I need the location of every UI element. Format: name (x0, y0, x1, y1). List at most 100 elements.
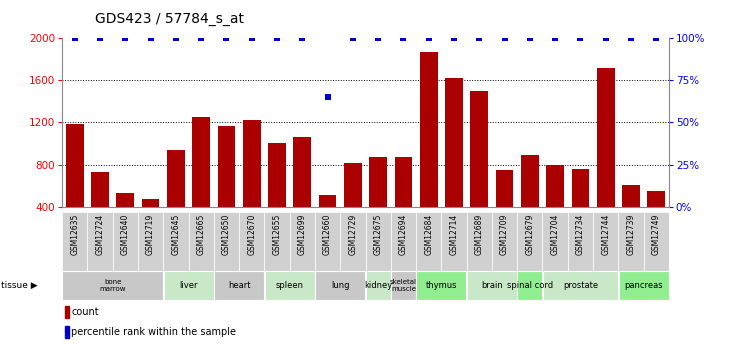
Bar (213, 212, 239, 271)
Bar (622, 185, 640, 249)
Text: GSM12744: GSM12744 (601, 213, 610, 255)
Text: GSM12679: GSM12679 (526, 213, 534, 255)
Bar (442, 212, 466, 271)
Bar (445, 78, 463, 249)
Bar (163, 212, 189, 271)
Text: GSM12714: GSM12714 (450, 213, 458, 255)
Point (297, 35, 308, 41)
Text: GSM12645: GSM12645 (171, 213, 181, 255)
Text: GSM12660: GSM12660 (323, 213, 332, 255)
Text: GSM12689: GSM12689 (474, 213, 484, 255)
Bar (167, 150, 185, 249)
Point (94, 35, 106, 41)
Point (398, 35, 409, 41)
Bar (214, 272, 264, 299)
Bar (239, 212, 265, 271)
Text: tissue ▶: tissue ▶ (1, 281, 38, 290)
Point (499, 35, 510, 41)
Text: GSM12739: GSM12739 (626, 213, 635, 255)
Point (195, 35, 207, 41)
Bar (366, 272, 390, 299)
Bar (521, 155, 539, 249)
Bar (417, 272, 466, 299)
Bar (648, 191, 665, 249)
Bar (340, 212, 366, 271)
Bar (65, 326, 69, 338)
Text: GSM12734: GSM12734 (576, 213, 585, 255)
Bar (572, 169, 589, 249)
Point (423, 35, 434, 41)
Bar (142, 199, 159, 249)
Bar (315, 212, 340, 271)
Point (524, 35, 536, 41)
Point (347, 35, 359, 41)
Bar (91, 172, 109, 249)
Text: GSM12729: GSM12729 (349, 213, 357, 255)
Bar (366, 212, 391, 271)
Point (575, 35, 586, 41)
Text: GSM12719: GSM12719 (146, 213, 155, 255)
Bar (116, 193, 135, 249)
Text: count: count (71, 307, 99, 317)
Bar (471, 91, 488, 249)
Bar (218, 126, 235, 249)
Point (69, 35, 80, 41)
Text: GSM12665: GSM12665 (197, 213, 205, 255)
Bar (618, 212, 643, 271)
Text: GSM12655: GSM12655 (273, 213, 281, 255)
Bar (466, 212, 492, 271)
Bar (369, 157, 387, 249)
Bar (315, 272, 366, 299)
Text: lung: lung (331, 281, 349, 290)
Text: bone
marrow: bone marrow (99, 279, 126, 292)
Text: brain: brain (481, 281, 503, 290)
Text: GSM12694: GSM12694 (399, 213, 408, 255)
Point (322, 94, 333, 100)
Text: GSM12650: GSM12650 (222, 213, 231, 255)
Bar (268, 142, 286, 249)
Text: heart: heart (228, 281, 250, 290)
Bar (568, 212, 593, 271)
Bar (420, 52, 438, 249)
Point (119, 35, 131, 41)
Bar (319, 195, 336, 249)
Bar (496, 170, 513, 249)
Point (600, 35, 612, 41)
Bar (618, 272, 669, 299)
Bar (293, 137, 311, 249)
Point (549, 35, 561, 41)
Text: GSM12704: GSM12704 (550, 213, 560, 255)
Bar (593, 212, 618, 271)
Bar (164, 272, 213, 299)
Bar (189, 212, 213, 271)
Text: GSM12640: GSM12640 (121, 213, 130, 255)
Text: spleen: spleen (276, 281, 303, 290)
Text: GSM12684: GSM12684 (424, 213, 433, 255)
Bar (65, 306, 69, 318)
Text: GSM12749: GSM12749 (652, 213, 661, 255)
Text: prostate: prostate (563, 281, 598, 290)
Bar (643, 212, 669, 271)
Bar (243, 120, 260, 249)
Bar (391, 272, 416, 299)
Bar (492, 212, 518, 271)
Text: spinal cord: spinal cord (507, 281, 553, 290)
Point (221, 35, 232, 41)
Text: pancreas: pancreas (624, 281, 663, 290)
Bar (395, 157, 412, 249)
Bar (62, 212, 88, 271)
Text: kidney: kidney (364, 281, 393, 290)
Bar (66, 124, 83, 249)
Bar (289, 212, 315, 271)
Text: GDS423 / 57784_s_at: GDS423 / 57784_s_at (95, 12, 244, 26)
Text: GSM12670: GSM12670 (247, 213, 257, 255)
Point (474, 35, 485, 41)
Text: GSM12635: GSM12635 (70, 213, 79, 255)
Bar (391, 212, 416, 271)
Point (448, 35, 460, 41)
Point (372, 35, 384, 41)
Bar (467, 272, 517, 299)
Text: GSM12675: GSM12675 (374, 213, 382, 255)
Text: liver: liver (179, 281, 198, 290)
Bar (113, 212, 138, 271)
